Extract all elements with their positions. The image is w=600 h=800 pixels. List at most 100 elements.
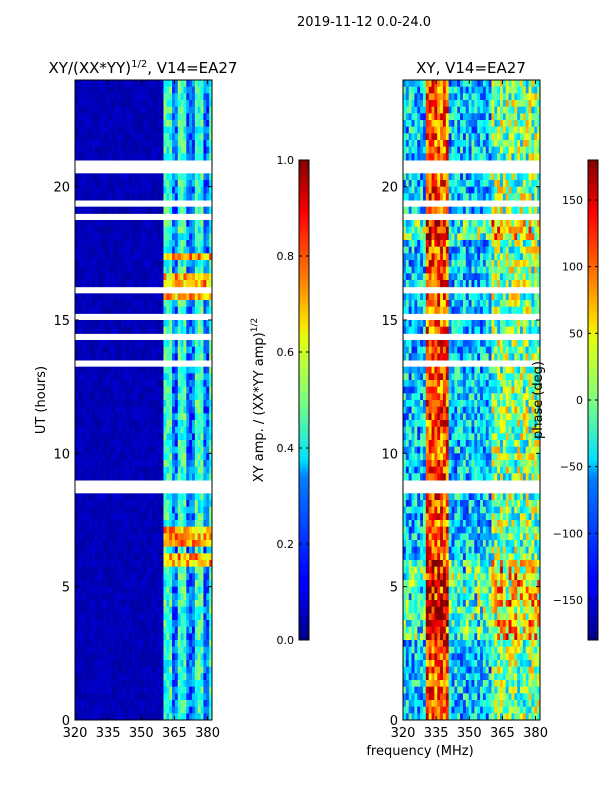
heatmap-cell bbox=[146, 146, 150, 154]
heatmap-cell bbox=[537, 80, 541, 88]
heatmap-cell bbox=[106, 100, 110, 108]
heatmap-cell bbox=[186, 340, 190, 348]
heatmap-cell bbox=[86, 700, 90, 708]
heatmap-cell bbox=[86, 593, 90, 601]
heatmap-cell bbox=[126, 233, 130, 241]
heatmap-cell bbox=[89, 340, 93, 348]
heatmap-cell bbox=[403, 153, 407, 161]
heatmap-cell bbox=[203, 513, 207, 521]
heatmap-cell bbox=[454, 86, 458, 94]
heatmap-cell bbox=[92, 693, 96, 701]
heatmap-cell bbox=[417, 206, 421, 214]
heatmap-cell bbox=[186, 513, 190, 521]
heatmap-cell bbox=[194, 513, 199, 521]
heatmap-cell bbox=[152, 386, 156, 394]
heatmap-cell bbox=[163, 573, 167, 581]
heatmap-cell bbox=[534, 153, 538, 161]
heatmap-cell bbox=[120, 706, 125, 714]
heatmap-cell bbox=[511, 106, 515, 114]
heatmap-cell bbox=[143, 226, 147, 234]
heatmap-cell bbox=[123, 513, 127, 521]
heatmap-cell bbox=[140, 220, 144, 228]
heatmap-cell bbox=[123, 186, 127, 194]
heatmap-cell bbox=[140, 400, 144, 408]
heatmap-cell bbox=[505, 120, 510, 128]
heatmap-cell bbox=[408, 173, 413, 181]
heatmap-cell bbox=[112, 373, 116, 381]
heatmap-cell bbox=[80, 673, 85, 681]
heatmap-cell bbox=[103, 700, 107, 708]
heatmap-cell bbox=[100, 420, 105, 428]
heatmap-cell bbox=[177, 520, 182, 528]
heatmap-cell bbox=[203, 526, 207, 534]
heatmap-cell bbox=[132, 346, 136, 354]
heatmap-cell bbox=[97, 626, 102, 634]
heatmap-cell bbox=[209, 93, 213, 101]
heatmap-cell bbox=[132, 226, 136, 234]
y-tick-label: 10 bbox=[53, 447, 70, 462]
heatmap-cell bbox=[160, 113, 164, 121]
heatmap-cell bbox=[117, 620, 122, 628]
heatmap-cell bbox=[474, 153, 478, 161]
heatmap-cell bbox=[154, 120, 159, 128]
heatmap-cell bbox=[80, 580, 85, 588]
heatmap-cell bbox=[114, 420, 119, 428]
heatmap-cell bbox=[80, 226, 85, 234]
heatmap-cell bbox=[163, 220, 167, 228]
heatmap-cell bbox=[180, 226, 184, 234]
heatmap-cell bbox=[129, 453, 133, 461]
heatmap-cell bbox=[80, 113, 85, 121]
heatmap-cell bbox=[89, 353, 93, 361]
heatmap-cell bbox=[97, 246, 102, 254]
heatmap-cell bbox=[94, 460, 99, 468]
heatmap-cell bbox=[94, 566, 99, 574]
heatmap-cell bbox=[146, 700, 150, 708]
heatmap-cell bbox=[203, 460, 207, 468]
heatmap-cell bbox=[152, 366, 156, 374]
heatmap-cell bbox=[206, 506, 210, 514]
heatmap-cell bbox=[186, 306, 190, 314]
heatmap-cell bbox=[180, 386, 184, 394]
heatmap-cell bbox=[114, 280, 119, 288]
heatmap-cell bbox=[137, 646, 142, 654]
heatmap-cell bbox=[505, 106, 510, 114]
heatmap-cell bbox=[129, 426, 133, 434]
heatmap-cell bbox=[505, 86, 510, 94]
heatmap-cell bbox=[209, 426, 213, 434]
heatmap-cell bbox=[192, 226, 196, 234]
heatmap-cell bbox=[92, 400, 96, 408]
heatmap-cell bbox=[197, 560, 202, 568]
heatmap-cell bbox=[129, 506, 133, 514]
heatmap-cell bbox=[477, 193, 481, 201]
heatmap-cell bbox=[177, 300, 182, 308]
heatmap-cell bbox=[132, 340, 136, 348]
heatmap-cell bbox=[163, 553, 167, 561]
heatmap-cell bbox=[166, 640, 170, 648]
heatmap-cell bbox=[86, 86, 90, 94]
heatmap-cell bbox=[77, 260, 82, 268]
heatmap-cell bbox=[117, 586, 122, 594]
heatmap-cell bbox=[502, 126, 507, 134]
heatmap-cell bbox=[103, 446, 107, 454]
heatmap-cell bbox=[177, 146, 182, 154]
heatmap-cell bbox=[134, 306, 139, 314]
heatmap-cell bbox=[209, 673, 213, 681]
heatmap-cell bbox=[454, 173, 458, 181]
heatmap-cell bbox=[75, 653, 79, 661]
heatmap-cell bbox=[514, 100, 518, 108]
heatmap-cell bbox=[140, 473, 144, 481]
heatmap-cell bbox=[149, 713, 153, 721]
heatmap-cell bbox=[112, 606, 116, 614]
heatmap-cell bbox=[126, 173, 130, 181]
heatmap-cell bbox=[123, 553, 127, 561]
heatmap-cell bbox=[194, 93, 199, 101]
heatmap-cell bbox=[83, 580, 87, 588]
heatmap-cell bbox=[117, 340, 122, 348]
heatmap-cell bbox=[157, 473, 162, 481]
heatmap-cell bbox=[197, 193, 202, 201]
heatmap-cell bbox=[154, 80, 159, 88]
heatmap-cell bbox=[112, 520, 116, 528]
heatmap-cell bbox=[197, 233, 202, 241]
heatmap-cell bbox=[77, 220, 82, 228]
heatmap-cell bbox=[129, 493, 133, 501]
